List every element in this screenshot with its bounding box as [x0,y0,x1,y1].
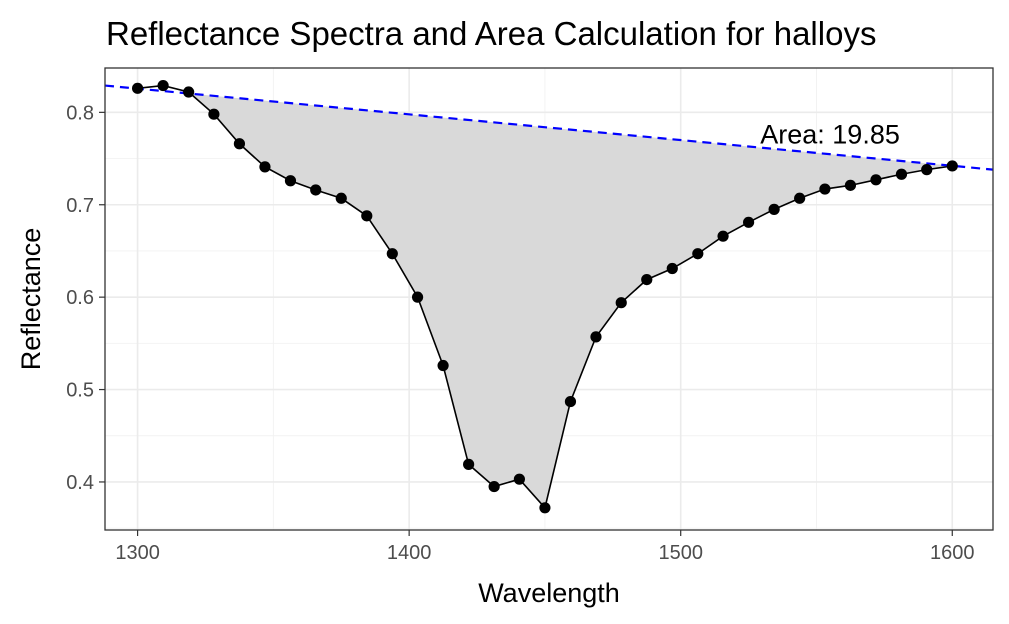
data-point [794,192,806,204]
shaded-area [188,92,953,508]
y-tick-label: 0.5 [66,380,94,402]
data-point [615,297,627,309]
y-tick-label: 0.8 [66,102,94,124]
data-point [768,203,780,215]
data-point [488,480,500,493]
data-point [513,473,526,485]
data-point [411,291,424,303]
data-point [946,160,958,172]
data-point [361,210,373,222]
y-tick-label: 0.4 [66,472,94,494]
data-point [463,458,475,470]
data-point [564,395,577,408]
axes: 1300 1400 1500 1600 0.4 0.5 0.6 0.7 0.8 [66,102,974,564]
baseline-dashed-line [104,84,994,171]
data-point [539,502,551,514]
data-point [844,179,857,191]
data-point [386,248,398,260]
x-tick-label: 1500 [658,542,703,564]
data-point [183,86,195,98]
data-point [310,184,322,196]
area-annotation: Area: 19.85 [760,120,900,150]
data-point [284,175,297,187]
data-point [870,174,882,186]
plot-border [104,67,994,531]
x-tick-label: 1300 [115,542,160,564]
x-axis-title: Wavelength [478,578,620,608]
data-point [335,192,347,204]
y-tick-label: 0.7 [66,195,94,217]
data-point [641,273,653,286]
x-tick-label: 1600 [930,542,975,564]
data-point [895,168,908,180]
y-tick-label: 0.6 [66,287,94,309]
data-point [208,108,220,120]
plot-content [104,79,994,514]
data-point [259,161,271,173]
data-point [742,216,755,228]
chart-title: Reflectance Spectra and Area Calculation… [106,15,876,52]
data-point [692,248,704,260]
data-point [819,183,831,195]
data-point [590,331,602,343]
data-point [157,79,169,92]
y-axis-title: Reflectance [16,228,46,371]
data-point [717,230,729,242]
data-point [437,359,449,372]
data-point [666,262,678,275]
data-point [131,82,144,94]
data-point [921,164,933,176]
data-point [233,138,246,150]
x-tick-label: 1400 [387,542,432,564]
